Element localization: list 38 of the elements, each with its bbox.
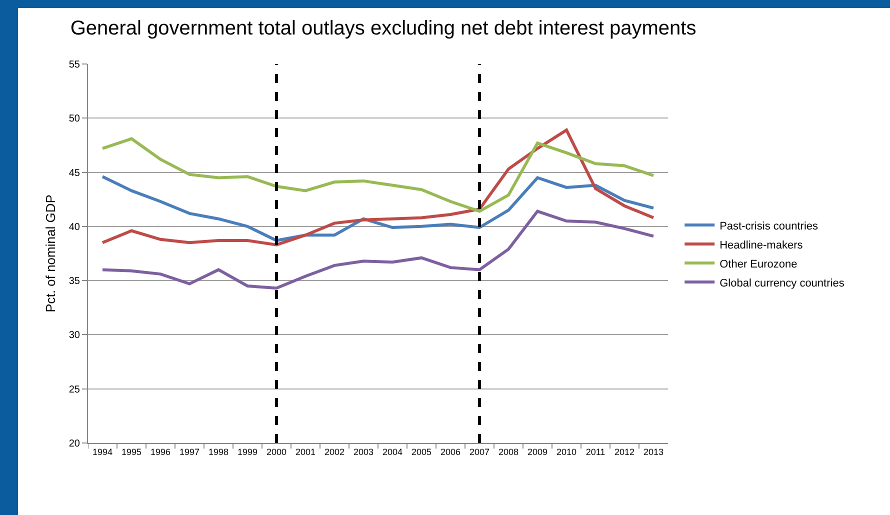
x-tick-label: 2009	[527, 446, 548, 457]
legend-label: Other Eurozone	[720, 258, 798, 270]
x-tick-label: 2011	[586, 446, 606, 457]
y-tick-label: 50	[68, 114, 80, 125]
x-tick-label: 1997	[179, 446, 200, 457]
y-axis-title: Pct. of nominal GDP	[42, 194, 58, 312]
line-series	[101, 210, 655, 290]
x-tick-label: 2013	[643, 446, 664, 457]
x-tick-label: 2001	[295, 446, 316, 457]
y-tick-label: 35	[68, 276, 80, 288]
x-tick-label: 2010	[556, 446, 577, 457]
x-tick-label: 2005	[411, 446, 432, 457]
x-tick-label: 1998	[208, 446, 229, 457]
y-tick-label: 40	[68, 222, 80, 233]
x-tick-label: 2003	[353, 446, 374, 457]
y-tick-label: 20	[68, 438, 80, 450]
x-tick-label: 2008	[498, 446, 519, 457]
legend-label: Past-crisis countries	[720, 220, 819, 232]
x-tick-label: 1996	[150, 446, 171, 457]
legend-label: Headline-makers	[720, 239, 804, 252]
y-tick-label: 30	[68, 330, 80, 342]
line-series	[101, 137, 655, 213]
x-tick-label: 2000	[266, 446, 287, 457]
x-tick-label: 2002	[324, 446, 345, 457]
legend-label: Global currency countries	[720, 277, 845, 290]
x-tick-label: 1994	[92, 446, 113, 457]
x-tick-label: 2007	[469, 446, 490, 457]
x-tick-label: 1999	[237, 446, 258, 457]
y-tick-label: 25	[68, 384, 80, 396]
y-tick-label: 55	[68, 60, 80, 70]
y-tick-label: 45	[68, 168, 80, 179]
x-tick-label: 2004	[382, 446, 403, 457]
x-tick-label: 1995	[121, 446, 142, 457]
line-series	[101, 175, 655, 242]
chart-title: General government total outlays excluding net debt interest payments	[70, 18, 696, 40]
line-series	[101, 128, 655, 246]
x-tick-label: 2012	[614, 446, 635, 457]
x-tick-label: 2006	[440, 446, 461, 457]
